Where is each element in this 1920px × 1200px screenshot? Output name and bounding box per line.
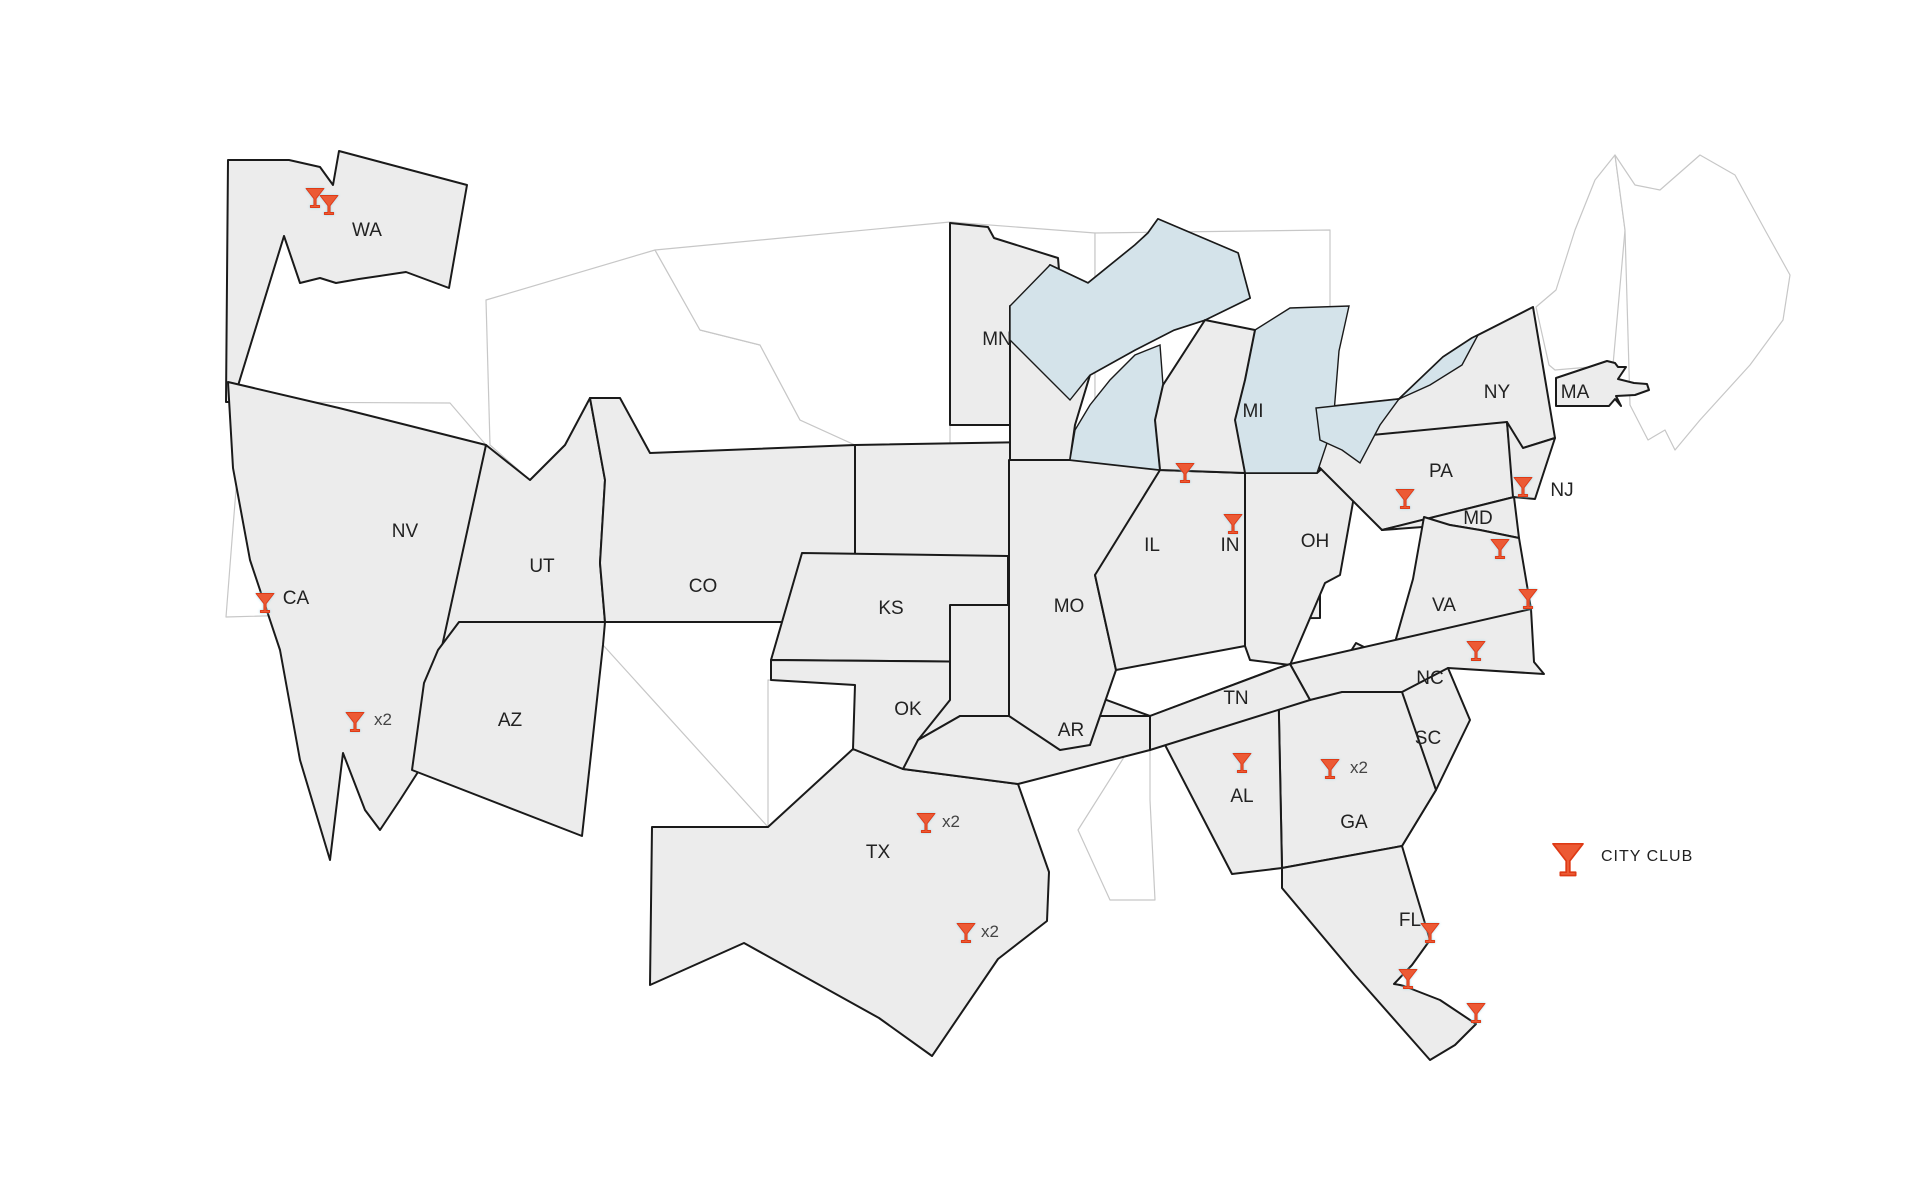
svg-text:PA: PA: [1429, 461, 1453, 482]
svg-text:NC: NC: [1416, 668, 1443, 689]
svg-text:MA: MA: [1561, 382, 1590, 403]
svg-text:TN: TN: [1223, 688, 1248, 709]
svg-text:CA: CA: [283, 588, 310, 609]
svg-text:VA: VA: [1432, 595, 1456, 616]
svg-text:x2: x2: [981, 922, 999, 941]
svg-text:GA: GA: [1340, 812, 1368, 833]
svg-text:NY: NY: [1484, 382, 1511, 403]
svg-text:x2: x2: [374, 710, 392, 729]
svg-text:AZ: AZ: [498, 710, 523, 731]
svg-text:AL: AL: [1230, 786, 1253, 807]
svg-text:x2: x2: [1350, 758, 1368, 777]
svg-text:MN: MN: [982, 329, 1012, 350]
svg-text:CITY CLUB: CITY CLUB: [1601, 848, 1693, 865]
svg-text:AR: AR: [1058, 720, 1084, 741]
svg-text:KS: KS: [878, 598, 903, 619]
svg-text:x2: x2: [942, 812, 960, 831]
svg-text:MD: MD: [1463, 508, 1493, 529]
svg-text:MI: MI: [1242, 401, 1263, 422]
svg-text:FL: FL: [1399, 910, 1421, 931]
svg-text:OH: OH: [1301, 531, 1330, 552]
svg-text:WA: WA: [352, 220, 382, 241]
svg-text:CO: CO: [689, 576, 718, 597]
svg-text:IN: IN: [1221, 535, 1240, 556]
svg-text:IL: IL: [1144, 535, 1160, 556]
svg-text:OK: OK: [894, 699, 922, 720]
svg-text:UT: UT: [529, 556, 555, 577]
svg-text:SC: SC: [1415, 728, 1441, 749]
svg-text:NJ: NJ: [1550, 480, 1573, 501]
svg-text:NV: NV: [392, 521, 419, 542]
svg-text:TX: TX: [866, 842, 891, 863]
svg-text:MO: MO: [1054, 596, 1085, 617]
